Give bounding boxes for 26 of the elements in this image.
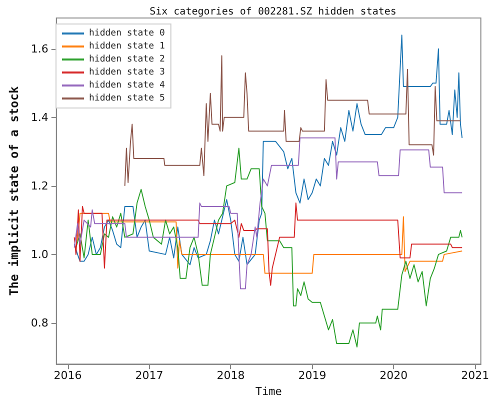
line-series — [74, 34, 463, 266]
y-tick-label: 1.6 — [30, 42, 48, 56]
y-tick-label: 1.2 — [30, 179, 48, 192]
y-tick-label: 1.0 — [30, 248, 48, 261]
x-tick-label: 2019 — [298, 369, 326, 382]
legend-label: hidden state 5 — [89, 94, 165, 104]
line-series — [74, 202, 463, 286]
x-tick-label: 2021 — [461, 369, 490, 382]
line-series — [77, 212, 463, 274]
line-series — [75, 148, 463, 348]
x-tick-label: 2020 — [380, 369, 408, 382]
line-series — [74, 137, 463, 290]
chart-title: Six categories of 002281.SZ hidden states — [150, 6, 396, 18]
x-tick-label: 2016 — [54, 369, 82, 382]
x-tick-label: 2018 — [216, 369, 245, 382]
line-series — [124, 55, 461, 186]
legend-label: hidden state 0 — [89, 28, 165, 38]
legend-label: hidden state 2 — [89, 54, 165, 64]
legend-label: hidden state 4 — [89, 80, 165, 90]
y-tick-label: 0.8 — [30, 316, 48, 330]
legend-label: hidden state 1 — [89, 42, 165, 52]
y-tick-label: 1.4 — [30, 110, 48, 124]
legend-label: hidden state 3 — [89, 68, 165, 78]
y-axis-title: The implicit state of a stock — [7, 86, 21, 296]
x-axis-title: Time — [255, 385, 282, 398]
x-tick-label: 2017 — [135, 369, 164, 382]
